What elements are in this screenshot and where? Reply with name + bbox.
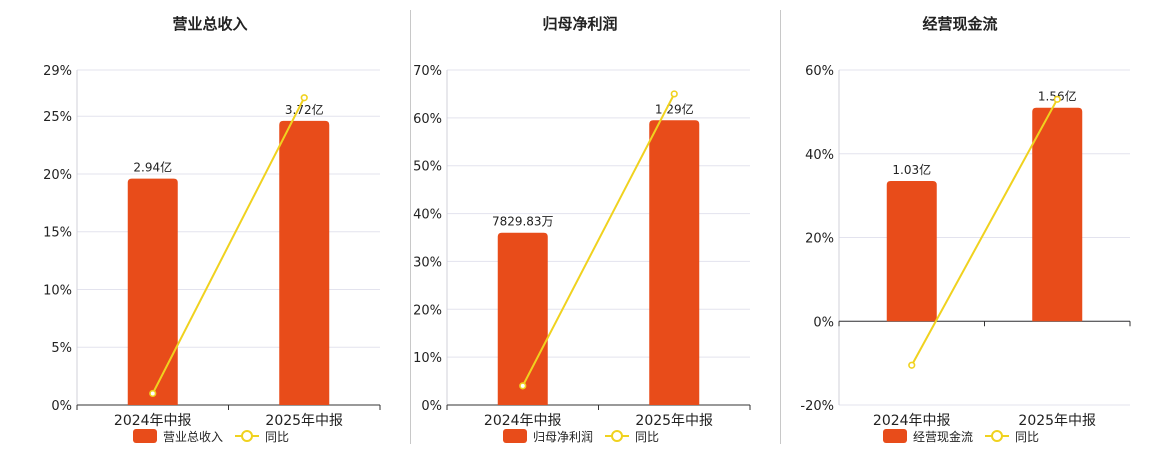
x-tick-label-2-1: 2025年中报 <box>635 413 713 429</box>
y-tick-label-2-7: 70% <box>413 64 442 79</box>
y-tick-label-3-0: -20% <box>800 399 834 414</box>
yoy-line-3 <box>910 98 1059 366</box>
x-tick-label-2-0: 2024年中报 <box>484 413 562 429</box>
panel-divider-2 <box>780 10 781 444</box>
x-tick-label-3-1: 2025年中报 <box>1018 413 1096 429</box>
legend-swatch-marker-1 <box>241 430 253 442</box>
yoy-point-2-1 <box>670 90 678 98</box>
y-tick-label-2-5: 50% <box>413 160 442 175</box>
yoy-point-1-1 <box>300 94 308 102</box>
bar-value-label-2-1: 1.29亿 <box>655 101 694 116</box>
y-tick-label-3-1: 0% <box>813 315 834 330</box>
bar-3-1 <box>1032 107 1083 322</box>
x-tick-label-1-1: 2025年中报 <box>265 413 343 429</box>
y-tick-label-1-3: 15% <box>43 226 72 241</box>
legend-label-line-3: 同比 <box>1015 430 1039 444</box>
chart-title-3: 经营现金流 <box>922 15 997 33</box>
legend-swatch-bar-1 <box>133 429 157 443</box>
y-tick-label-1-1: 5% <box>51 341 72 356</box>
yoy-point-1-0 <box>149 389 157 398</box>
yoy-line-2 <box>521 93 676 387</box>
bar-value-label-1-1: 3.72亿 <box>285 102 324 117</box>
y-tick-label-2-1: 10% <box>413 351 442 366</box>
legend-swatch-bar-3 <box>883 429 907 443</box>
yoy-point-3-0 <box>908 361 916 369</box>
y-tick-label-2-4: 40% <box>413 208 442 223</box>
bar-value-label-2-0: 7829.83万 <box>492 215 554 229</box>
yoy-point-3-1 <box>1053 95 1061 103</box>
chart-title-2: 归母净利润 <box>542 15 617 33</box>
x-tick-label-3-0: 2024年中报 <box>873 413 951 429</box>
yoy-line-1 <box>151 97 306 394</box>
y-tick-label-1-2: 10% <box>43 283 72 298</box>
legend-label-bar-2: 归母净利润 <box>533 430 593 444</box>
y-tick-label-1-5: 25% <box>43 110 72 125</box>
legend-swatch-bar-2 <box>503 429 527 443</box>
y-tick-label-1-6: 29% <box>43 64 72 79</box>
bar-2-1 <box>649 120 700 405</box>
y-tick-label-1-4: 20% <box>43 168 72 183</box>
y-tick-label-3-4: 60% <box>805 64 834 79</box>
y-tick-label-2-2: 20% <box>413 303 442 318</box>
legend-swatch-marker-3 <box>991 430 1003 442</box>
yoy-point-2-0 <box>519 382 527 390</box>
legend-label-bar-1: 营业总收入 <box>163 430 223 444</box>
chart-title-1: 营业总收入 <box>172 15 247 33</box>
y-tick-label-2-0: 0% <box>421 399 442 414</box>
y-tick-label-3-3: 40% <box>805 148 834 163</box>
bar-3-0 <box>886 180 937 322</box>
legend-swatch-marker-2 <box>611 430 623 442</box>
y-tick-label-1-0: 0% <box>51 399 72 414</box>
y-tick-label-2-6: 60% <box>413 112 442 127</box>
bar-value-label-1-0: 2.94亿 <box>133 160 172 175</box>
y-tick-label-3-2: 20% <box>805 232 834 247</box>
bar-2-0 <box>497 232 548 405</box>
y-tick-label-2-3: 30% <box>413 255 442 270</box>
bar-value-label-3-0: 1.03亿 <box>892 162 931 177</box>
legend-label-line-2: 同比 <box>635 430 659 444</box>
x-tick-label-1-0: 2024年中报 <box>114 413 192 429</box>
bar-1-0 <box>127 178 178 405</box>
legend-label-bar-3: 经营现金流 <box>913 429 973 444</box>
panel-divider-1 <box>410 10 411 444</box>
bar-1-1 <box>279 120 330 406</box>
legend-label-line-1: 同比 <box>265 430 289 444</box>
